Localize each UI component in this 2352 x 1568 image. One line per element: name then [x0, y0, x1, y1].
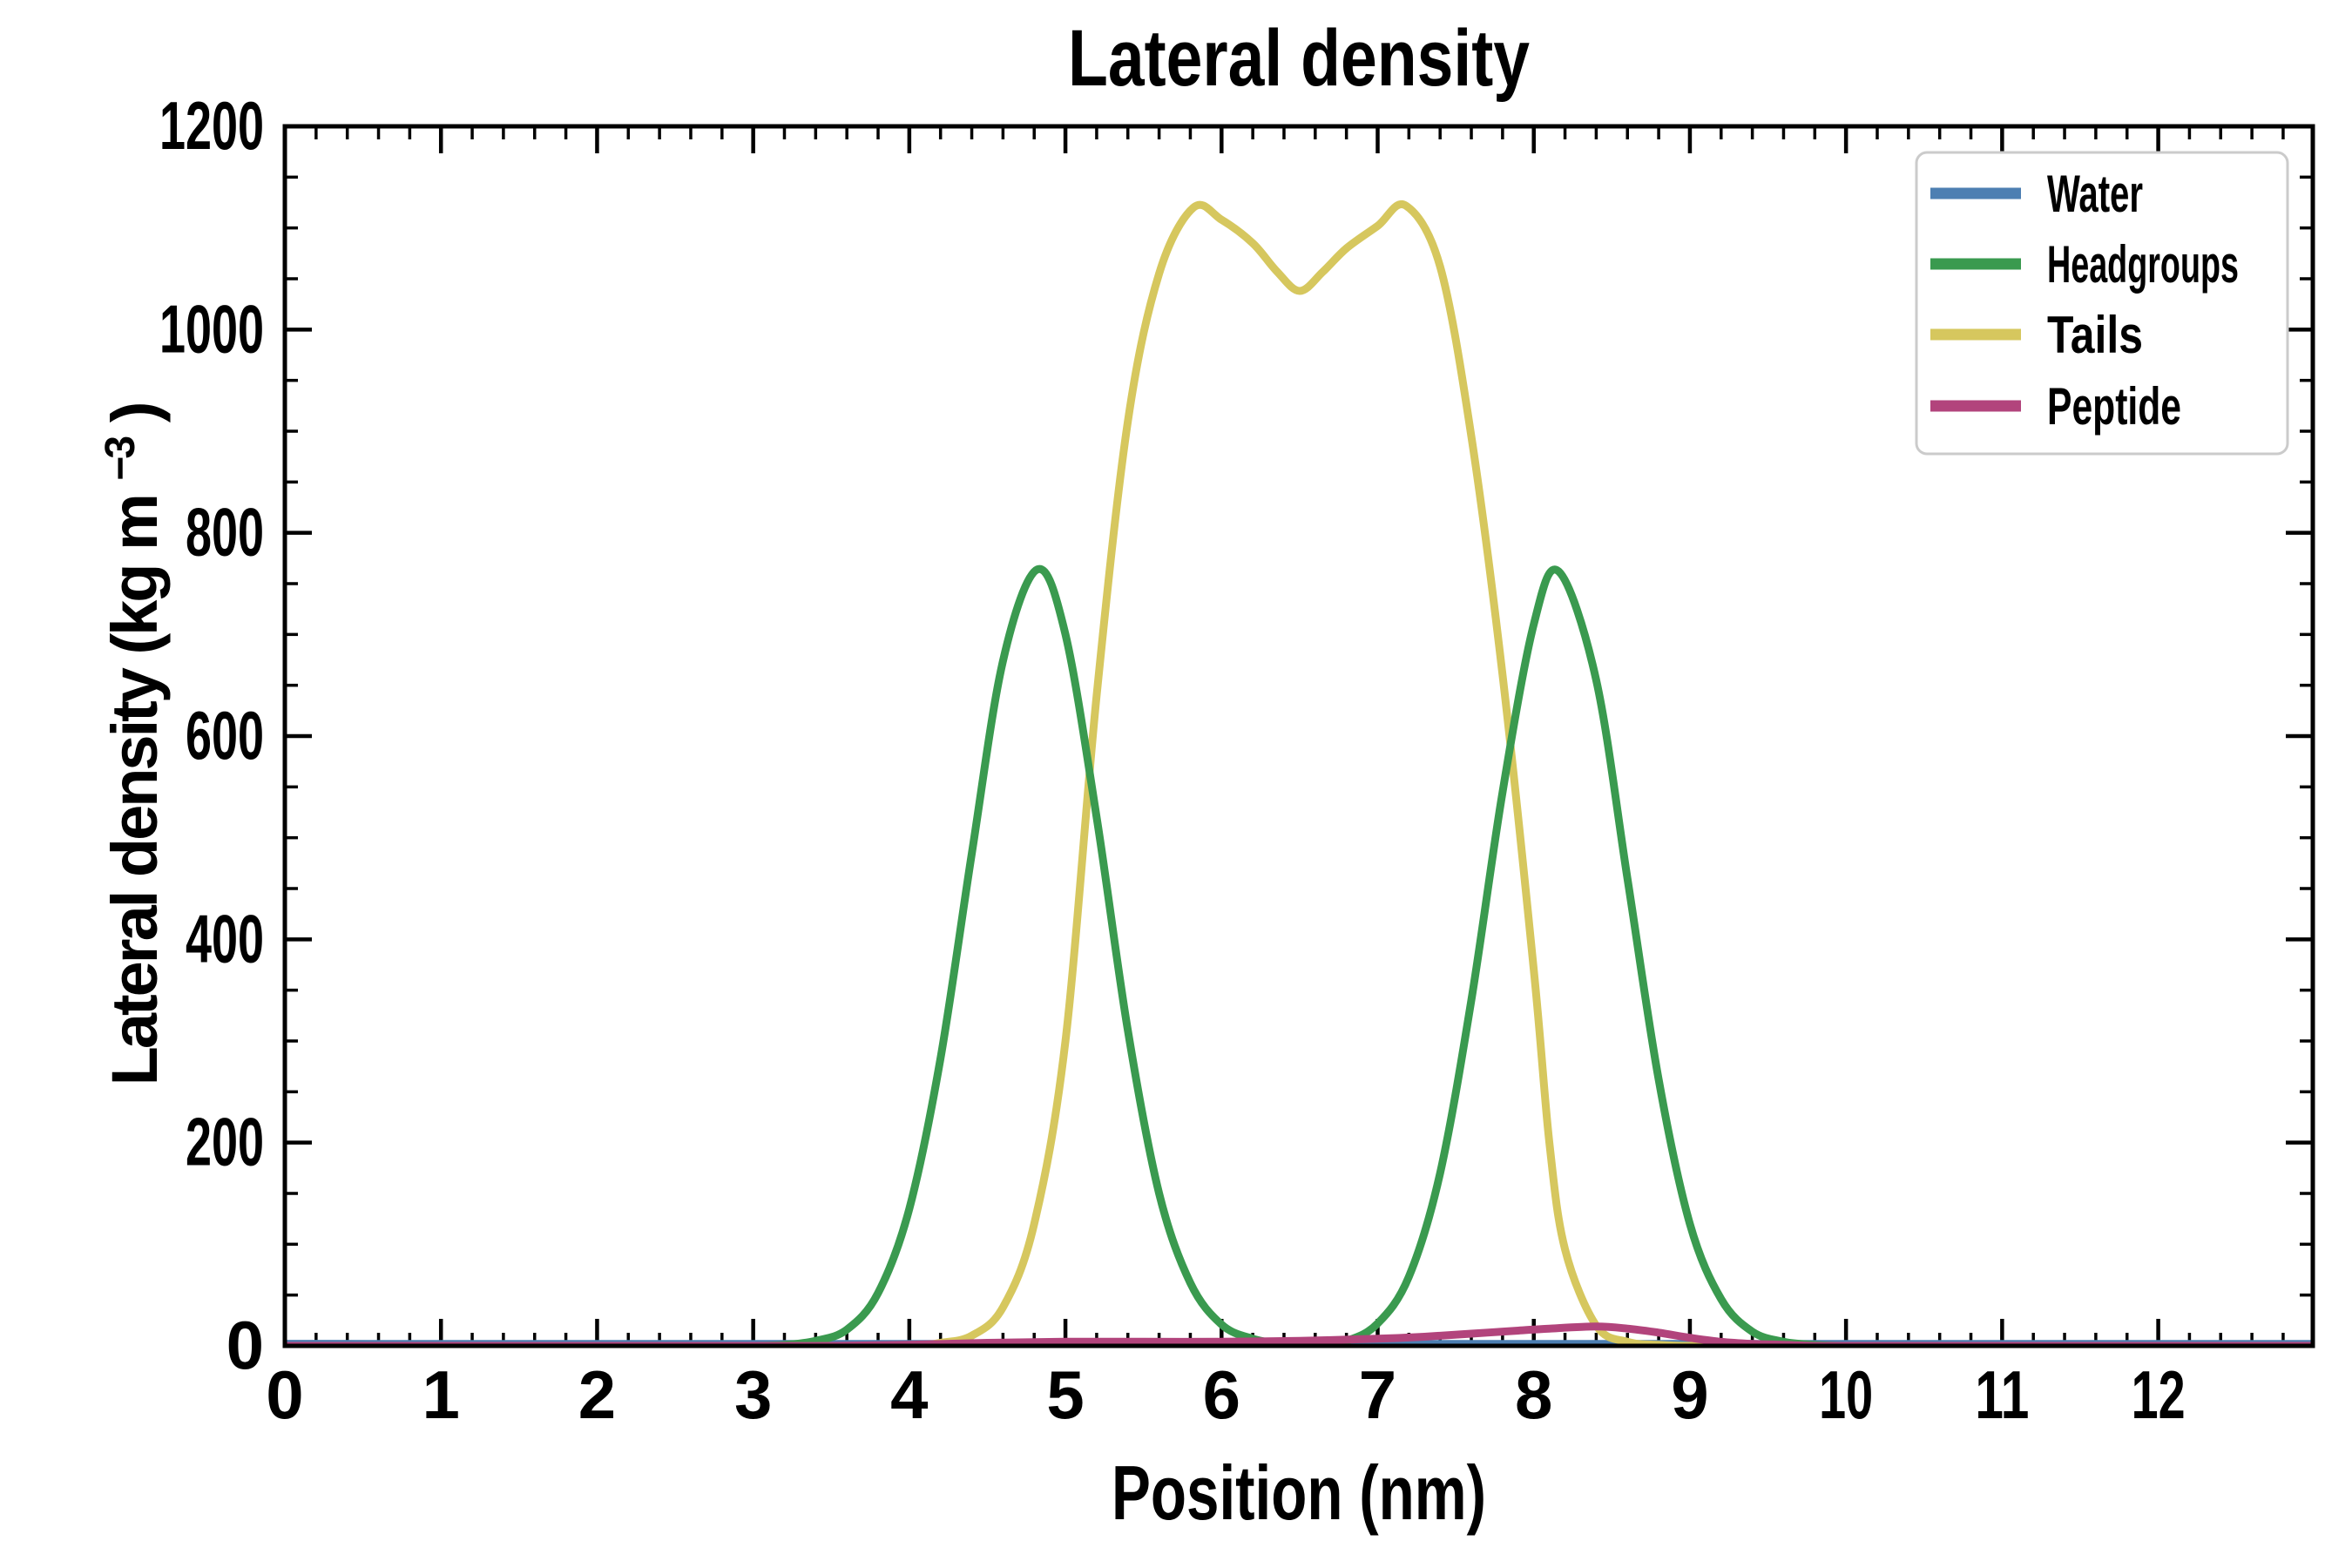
axes-frame: [282, 124, 2315, 1348]
x-tick-label: 2: [578, 1356, 616, 1433]
x-tick-label: 0: [266, 1356, 303, 1433]
x-tick-label: 6: [1203, 1356, 1240, 1433]
y-tick-label: 1200: [159, 87, 264, 164]
x-tick-label: 9: [1671, 1356, 1708, 1433]
x-tick-label: 7: [1359, 1356, 1396, 1433]
y-tick-label: 400: [186, 900, 264, 977]
curve-tails: [285, 200, 2313, 1346]
y-axis-label-superscript: −3: [98, 437, 144, 481]
legend-label-headgroups: Headgroups: [2047, 235, 2239, 294]
legend-label-tails: Tails: [2047, 306, 2143, 364]
x-tick-label: 5: [1046, 1356, 1084, 1433]
legend-label-peptide: Peptide: [2047, 377, 2181, 436]
legend-label-water: Water: [2047, 165, 2143, 223]
legend-box: [1915, 151, 2289, 456]
y-tick-label: 1000: [159, 290, 264, 367]
x-tick-label: 11: [1975, 1356, 2029, 1433]
y-tick-label: 800: [186, 494, 264, 571]
y-axis-label: Lateral density (kg m −3 ): [76, 404, 171, 1086]
y-tick-label: 0: [226, 1307, 264, 1383]
x-tick-label: 10: [1819, 1356, 1873, 1433]
x-axis-label: Position (nm): [1112, 1450, 1486, 1536]
legend: Water Headgroups Tails Peptide: [1915, 151, 2289, 456]
y-tick-label: 200: [186, 1104, 264, 1180]
y-axis-label-main: Lateral density (kg m: [98, 496, 171, 1085]
x-tick-label: 8: [1515, 1356, 1552, 1433]
y-tick-label: 600: [186, 697, 264, 774]
y-axis-label-close: ): [98, 404, 171, 423]
x-tick-label: 12: [2132, 1356, 2186, 1433]
curve-peptide: [285, 1322, 2313, 1346]
curve-headgroups: [285, 564, 2313, 1346]
x-tick-label: 4: [890, 1356, 928, 1433]
x-tick-label: 3: [734, 1356, 772, 1433]
chart-title: Lateral density: [1068, 14, 1530, 103]
x-tick-label: 1: [422, 1356, 460, 1433]
